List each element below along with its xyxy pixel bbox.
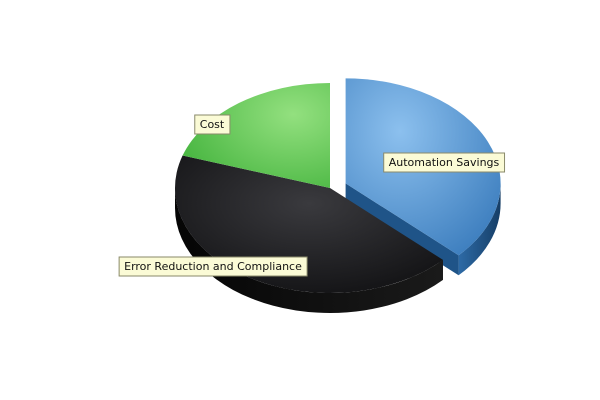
slice-label-text: Cost (200, 118, 225, 131)
slice-label-box (383, 152, 506, 173)
slice-labels: Automation Savings Error Reduction and Co… (118, 114, 506, 277)
slice-label-automation-savings: Automation Savings (383, 152, 506, 173)
slice-label-error-reduction-and-compliance: Error Reduction and Compliance (118, 256, 308, 277)
slice-side-error-reduction-and-compliance (175, 188, 443, 314)
slice-label-box (118, 256, 308, 277)
slice-label-box (194, 114, 231, 135)
pie-slices (175, 78, 501, 314)
slice-label-cost: Cost (194, 114, 231, 135)
slice-label-text: Error Reduction and Compliance (124, 260, 302, 273)
slice-side-automation-savings (458, 183, 501, 276)
slice-label-text: Automation Savings (389, 156, 500, 169)
slice-cost (182, 83, 330, 188)
